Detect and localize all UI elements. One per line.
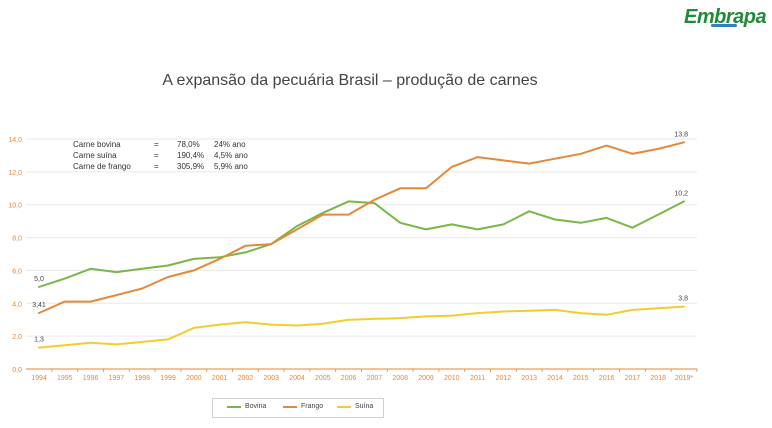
legend-item-frango: Frango — [283, 403, 323, 410]
y-tick-label: 12,0 — [8, 170, 22, 177]
x-tick-label: 1997 — [109, 375, 125, 382]
stat-label: Carne bovina — [73, 140, 121, 149]
x-tick-label: 2002 — [238, 375, 254, 382]
y-tick-label: 4,0 — [12, 301, 22, 308]
x-tick-label: 1998 — [134, 375, 150, 382]
legend-swatch — [227, 405, 241, 408]
x-tick-label: 1996 — [83, 375, 99, 382]
series-line-bovina — [38, 200, 685, 288]
x-tick-label: 2008 — [392, 375, 408, 382]
stat-eq: = — [154, 140, 159, 149]
legend-item-bovina: Bovina — [227, 403, 266, 410]
stat-total: 78,0% — [177, 140, 200, 149]
x-tick-label: 2015 — [573, 375, 589, 382]
x-tick-label: 1994 — [31, 375, 47, 382]
x-tick-label: 1995 — [57, 375, 73, 382]
stat-eq: = — [154, 151, 159, 160]
x-tick-label: 2014 — [547, 375, 563, 382]
x-tick-label: 2018 — [650, 375, 666, 382]
stat-annual: 24% ano — [214, 140, 246, 149]
x-tick-label: 2013 — [521, 375, 537, 382]
x-tick-label: 2006 — [341, 375, 357, 382]
embrapa-logo: Embrapa — [684, 6, 767, 28]
legend-label: Suína — [355, 403, 374, 410]
y-tick-label: 8,0 — [12, 236, 22, 243]
x-tick-label: 2009 — [418, 375, 434, 382]
stat-total: 305,9% — [177, 162, 205, 171]
stat-total: 190,4% — [177, 151, 205, 160]
x-tick-label: 2004 — [289, 375, 305, 382]
stat-eq: = — [154, 162, 159, 171]
data-label: 1,3 — [34, 337, 44, 344]
data-label: 3,8 — [678, 296, 688, 303]
stat-annual: 4,5% ano — [214, 151, 248, 160]
legend-swatch — [337, 405, 351, 408]
legend-swatch — [283, 405, 297, 408]
stat-label: Carne de frango — [73, 162, 131, 171]
legend-label: Bovina — [245, 403, 267, 410]
x-tick-label: 2010 — [444, 375, 460, 382]
y-tick-label: 2,0 — [12, 334, 22, 341]
legend-item-suina: Suína — [337, 403, 373, 410]
x-tick-label: 2012 — [496, 375, 512, 382]
chart-title: A expansão da pecuária Brasil – produção… — [162, 72, 538, 89]
stat-annual: 5,9% ano — [214, 162, 248, 171]
series-line-suína — [38, 305, 685, 349]
x-tick-label: 2007 — [367, 375, 383, 382]
x-tick-label: 2001 — [212, 375, 228, 382]
x-tick-label: 2000 — [186, 375, 202, 382]
x-tick-label: 1999 — [160, 375, 176, 382]
y-tick-label: 10,0 — [8, 203, 22, 210]
y-tick-label: 6,0 — [12, 268, 22, 275]
x-tick-label: 2017 — [625, 375, 641, 382]
x-tick-label: 2016 — [599, 375, 615, 382]
data-label: 3,41 — [32, 302, 46, 309]
legend-label: Frango — [301, 403, 324, 410]
series-line-frango — [38, 141, 685, 314]
data-label: 10,2 — [674, 190, 688, 197]
data-label: 5,0 — [34, 276, 44, 283]
legend: Bovina Frango Suína — [212, 398, 384, 418]
x-tick-label: 2005 — [315, 375, 331, 382]
stat-label: Carne suína — [73, 151, 117, 160]
data-label: 13,8 — [674, 131, 688, 138]
y-tick-label: 14,0 — [8, 137, 22, 144]
x-tick-label: 2011 — [470, 375, 485, 382]
x-tick-label: 2019* — [675, 375, 694, 382]
x-tick-label: 2003 — [263, 375, 279, 382]
y-tick-label: 0,0 — [12, 367, 22, 374]
